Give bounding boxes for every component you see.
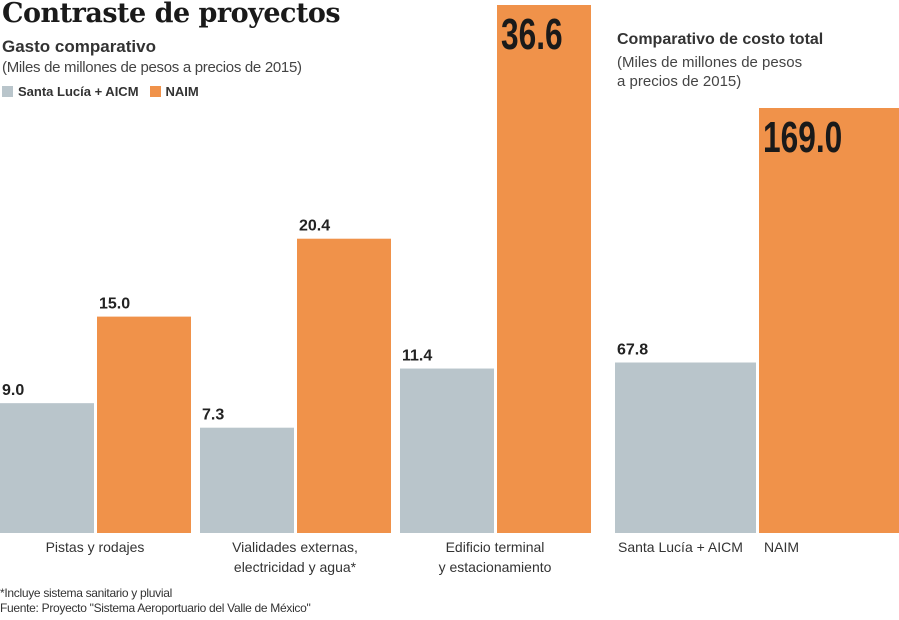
total-category-label-0: Santa Lucía + AICM bbox=[618, 539, 743, 555]
value-label-naim-1: 20.4 bbox=[299, 218, 330, 235]
total-value-label-1: 169.0 bbox=[763, 113, 842, 162]
bar-naim-2 bbox=[497, 5, 591, 533]
bar-santa-lucia-1 bbox=[200, 427, 294, 533]
category-label-0: Pistas y rodajes bbox=[46, 539, 145, 555]
total-bar-1 bbox=[759, 108, 899, 533]
category-label-1: Vialidades externas, bbox=[232, 539, 358, 555]
value-label-santa-lucia-2: 11.4 bbox=[402, 348, 432, 365]
category-label-2: y estacionamiento bbox=[439, 559, 552, 575]
value-label-naim-2: 36.6 bbox=[501, 10, 563, 59]
bar-santa-lucia-0 bbox=[0, 403, 94, 533]
total-category-label-1: NAIM bbox=[764, 539, 799, 555]
value-label-santa-lucia-0: 9.0 bbox=[2, 382, 24, 399]
bar-santa-lucia-2 bbox=[400, 368, 494, 533]
category-label-1: electricidad y agua* bbox=[234, 559, 357, 575]
category-label-2: Edificio terminal bbox=[446, 539, 545, 555]
chart-title: Contraste de proyectos bbox=[2, 0, 341, 29]
legend: Santa Lucía + AICM NAIM bbox=[2, 84, 199, 99]
value-label-naim-0: 15.0 bbox=[99, 296, 130, 313]
footer: *Incluye sistema sanitario y pluvial Fue… bbox=[0, 586, 311, 616]
right-chart-title: Comparativo de costo total bbox=[617, 31, 824, 48]
bar-naim-0 bbox=[97, 316, 191, 533]
bar-naim-1 bbox=[297, 238, 391, 533]
legend-label-naim: NAIM bbox=[165, 84, 199, 99]
chart-subtitle: Gasto comparativo bbox=[2, 37, 156, 56]
total-bar-0 bbox=[615, 362, 756, 533]
total-value-label-0: 67.8 bbox=[617, 341, 648, 358]
chart-unit: (Miles de millones de pesos a precios de… bbox=[2, 59, 302, 76]
legend-swatch-naim bbox=[149, 86, 161, 97]
right-unit-line1: (Miles de millones de pesos bbox=[617, 54, 803, 71]
legend-swatch-santa-lucia bbox=[2, 86, 13, 97]
right-chart-unit: (Miles de millones de pesos a precios de… bbox=[617, 53, 817, 91]
value-label-santa-lucia-1: 7.3 bbox=[202, 407, 224, 424]
footnote: *Incluye sistema sanitario y pluvial bbox=[0, 586, 172, 600]
legend-label-santa-lucia: Santa Lucía + AICM bbox=[18, 84, 139, 99]
right-unit-line2: a precios de 2015) bbox=[617, 73, 742, 90]
source: Fuente: Proyecto "Sistema Aeroportuario … bbox=[0, 601, 311, 615]
